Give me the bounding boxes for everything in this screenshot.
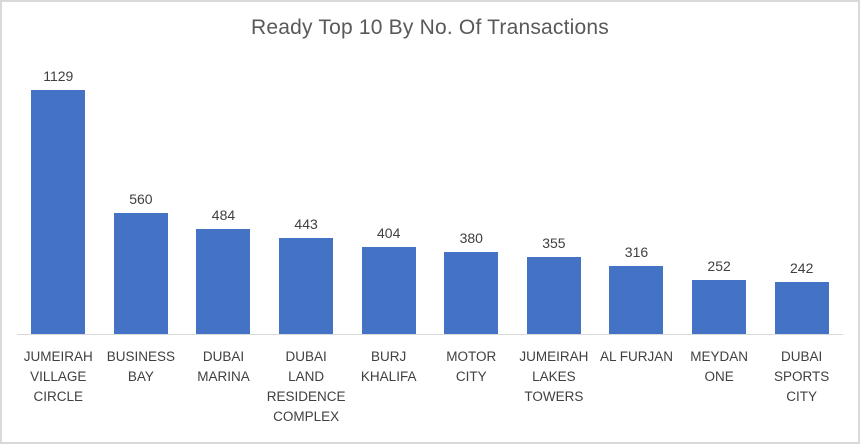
bar — [692, 280, 747, 334]
bar-group: 380 — [430, 58, 513, 334]
category-label: MOTOR CITY — [446, 349, 497, 384]
bar-value-label: 355 — [542, 235, 566, 251]
category-label: BURJ KHALIFA — [360, 349, 417, 384]
bar-group: 443 — [265, 58, 348, 334]
category-label: DUBAI SPORTS CITY — [774, 349, 830, 404]
bar-value-label: 252 — [707, 258, 731, 274]
bar-group: 404 — [347, 58, 430, 334]
category-label: JUMEIRAH LAKES TOWERS — [519, 349, 589, 404]
x-axis-labels: JUMEIRAH VILLAGE CIRCLE BUSINESS BAY DUBAI… — [17, 335, 843, 435]
plot-area: 1129 560 484 443 404 380 355 316 252 242 — [17, 58, 843, 335]
bar — [196, 229, 251, 334]
bar — [444, 252, 499, 334]
category-label: BUSINESS BAY — [106, 349, 176, 384]
category-label: MEYDAN ONE — [690, 349, 748, 384]
bar-group: 560 — [100, 58, 183, 334]
bar-value-label: 443 — [294, 216, 318, 232]
bar-value-label: 560 — [129, 191, 153, 207]
chart-title: Ready Top 10 By No. Of Transactions — [251, 16, 609, 39]
bar-value-label: 484 — [211, 207, 236, 223]
bar-value-label: 316 — [624, 244, 649, 260]
bar-group: 355 — [513, 58, 596, 334]
bar-value-label: 380 — [459, 230, 483, 246]
category-label: AL FURJAN — [599, 349, 673, 364]
category-label: DUBAI LAND RESIDENCE COMPLEX — [266, 349, 346, 424]
bar — [526, 257, 581, 334]
bar — [609, 266, 664, 334]
bar — [361, 247, 416, 334]
bar-value-label: 404 — [377, 225, 401, 241]
bar — [31, 90, 86, 334]
bar-group: 1129 — [17, 58, 100, 334]
bar-group: 252 — [678, 58, 761, 334]
bar — [113, 213, 168, 334]
category-label: DUBAI MARINA — [197, 349, 250, 384]
bar-value-label: 242 — [790, 260, 814, 276]
bar — [774, 282, 829, 334]
category-label: JUMEIRAH VILLAGE CIRCLE — [23, 349, 93, 404]
bar-value-label: 1129 — [43, 68, 74, 84]
bar-group: 484 — [182, 58, 265, 334]
bar — [279, 238, 334, 334]
bar-group: 316 — [595, 58, 678, 334]
bar-group: 242 — [760, 58, 843, 334]
